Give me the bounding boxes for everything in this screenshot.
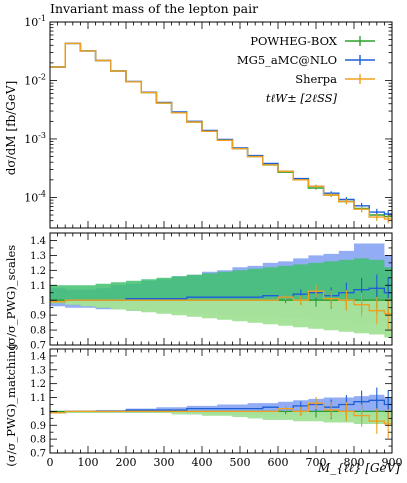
y-tick-label: 10-4 xyxy=(24,189,46,204)
y-tick-label: 1.2 xyxy=(30,266,46,277)
x-tick-label: 300 xyxy=(154,456,175,469)
main-panel-frame xyxy=(49,21,393,229)
y-tick-label: 10-1 xyxy=(24,14,46,29)
main-line-mg5-amc-nlo xyxy=(50,42,392,215)
y-tick-label: 0.7 xyxy=(30,341,46,352)
y-tick-label: 1.2 xyxy=(30,379,46,390)
x-tick-label: 200 xyxy=(116,456,137,469)
legend-label-sherpa: Sherpa xyxy=(295,72,337,86)
scales-y-axis-label: (σ/σ_PWG)_scales xyxy=(4,245,18,349)
scales-ratio-panel: 0.7 0.8 0.9 1 1.1 1.2 1.3 1.4 xyxy=(30,232,393,352)
y-tick-label: 0.8 xyxy=(30,326,46,337)
scales-panel-band-sherpa xyxy=(50,300,392,338)
legend: POWHEG-BOX MG5_aMC@NLO Sherpa tℓW± [2ℓSS… xyxy=(237,34,375,105)
main-line-sherpa xyxy=(50,42,392,220)
x-tick-label: 100 xyxy=(78,456,99,469)
y-tick-label: 0.9 xyxy=(30,421,46,432)
legend-label-mg5: MG5_aMC@NLO xyxy=(237,53,337,67)
chart-title: Invariant mass of the lepton pair xyxy=(50,1,258,16)
main-y-axis-label: dσ/dM [fb/GeV] xyxy=(4,81,18,176)
main-line-powheg-box xyxy=(50,42,392,218)
x-axis-label: M_{ℓℓ} [GeV] xyxy=(317,461,400,475)
y-tick-label: 0.7 xyxy=(30,449,46,460)
matching-y-axis-label: (σ/σ_PWG)_matching xyxy=(4,343,18,467)
x-tick-label: 0 xyxy=(47,456,54,469)
x-tick-label: 600 xyxy=(268,456,289,469)
scales-panel-line-sherpa xyxy=(50,290,392,315)
x-tick-label: 700 xyxy=(306,456,327,469)
x-tick-label: 400 xyxy=(192,456,213,469)
y-tick-label: 1 xyxy=(40,407,46,418)
scales-panel-frame xyxy=(49,232,393,346)
y-tick-label: 10-3 xyxy=(24,131,46,146)
x-tick-label: 500 xyxy=(230,456,251,469)
y-tick-label: 1 xyxy=(40,296,46,307)
y-tick-label: 1.1 xyxy=(30,393,46,404)
matching-ratio-panel: 0 100 200 300 400 500 600 700 800 900 0.7 0.8 0.9 1 1.… xyxy=(30,348,403,469)
y-tick-label: 0.9 xyxy=(30,311,46,322)
x-tick-label: 800 xyxy=(344,456,365,469)
matching-panel-line-sherpa xyxy=(50,402,392,425)
matching-panel-frame xyxy=(49,348,393,454)
y-tick-label: 1.4 xyxy=(30,236,46,247)
y-tick-label: 1.1 xyxy=(30,281,46,292)
legend-label-powheg: POWHEG-BOX xyxy=(250,34,338,48)
y-tick-label: 1.3 xyxy=(30,251,46,262)
y-tick-label: 1.4 xyxy=(30,351,46,362)
y-tick-label: 1.3 xyxy=(30,365,46,376)
y-tick-label: 0.8 xyxy=(30,435,46,446)
matching-panel-band-sherpa xyxy=(50,411,392,424)
x-tick-label: 900 xyxy=(382,456,403,469)
legend-process-label: tℓW± [2ℓSS] xyxy=(266,91,338,105)
y-tick-label: 10-2 xyxy=(24,72,46,87)
